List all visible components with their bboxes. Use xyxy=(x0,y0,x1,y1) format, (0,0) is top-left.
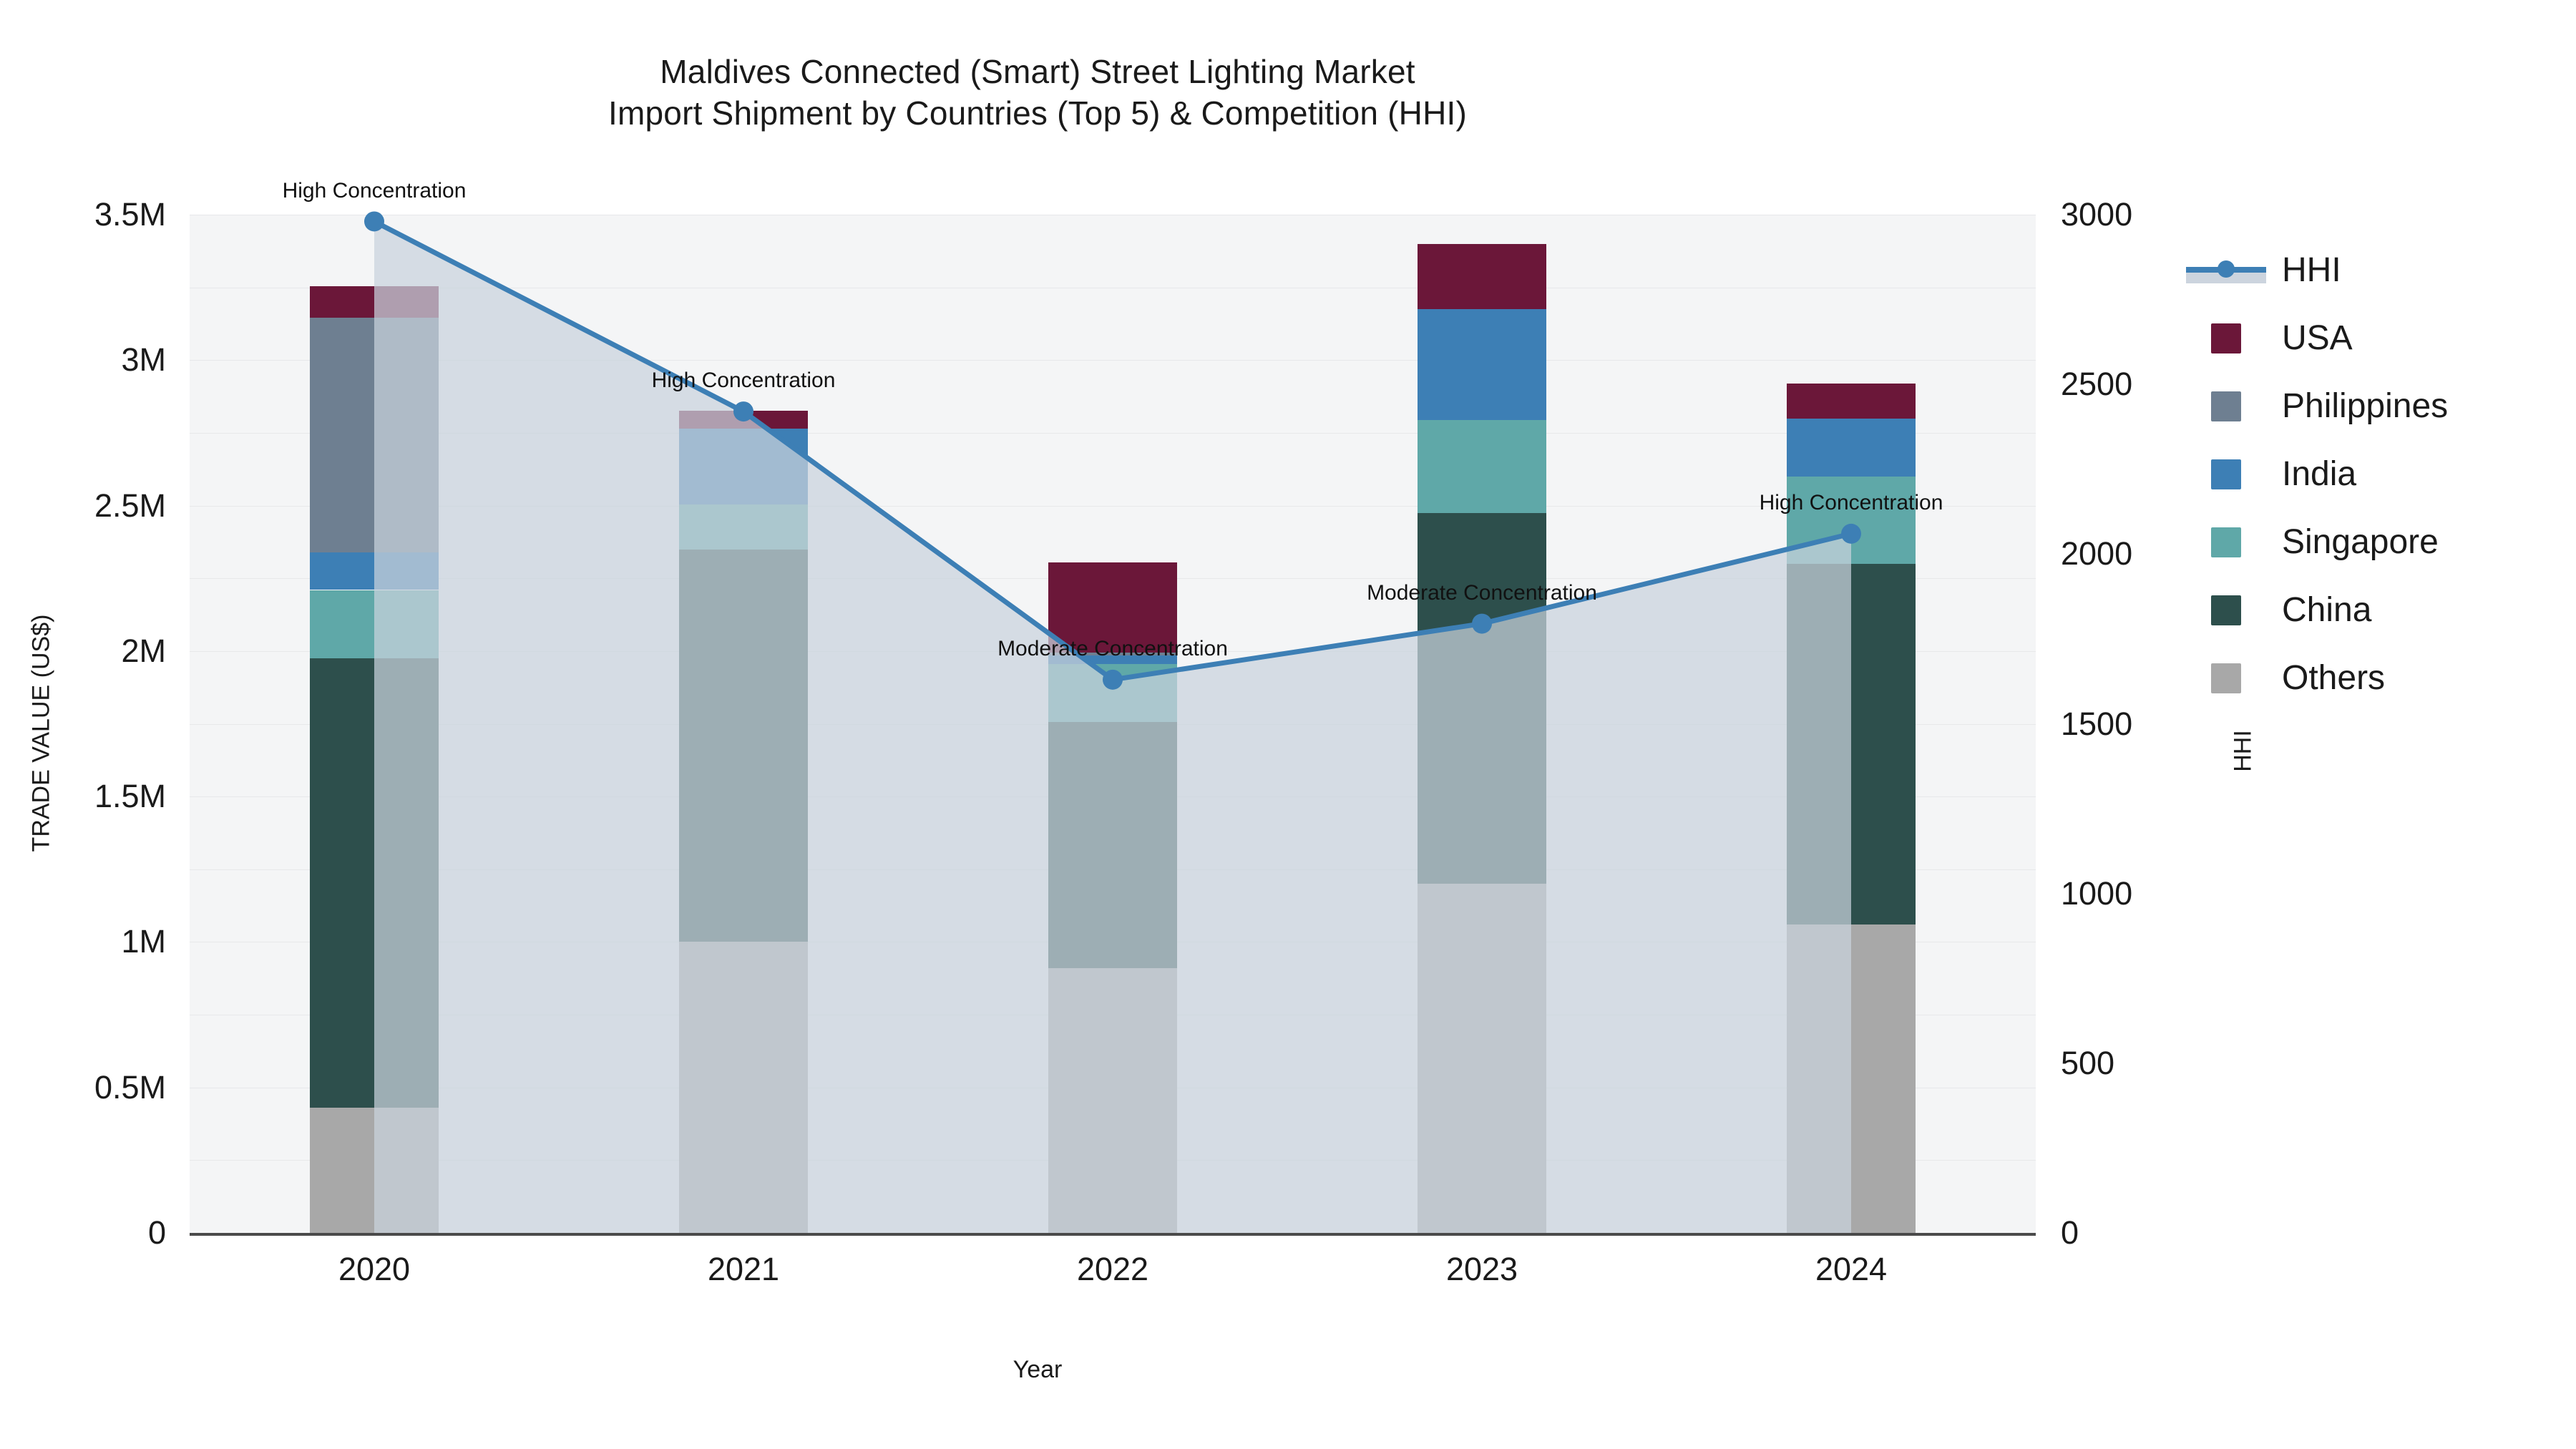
y-left-tick-0.5M: 0.5M xyxy=(94,1068,166,1106)
legend-item-china[interactable]: China xyxy=(2186,576,2448,644)
hhi-point-2021[interactable] xyxy=(733,401,753,422)
legend-swatch-china-icon xyxy=(2211,595,2241,625)
hhi-point-2024[interactable] xyxy=(1841,523,1861,544)
chart-title-line-2: Import Shipment by Countries (Top 5) & C… xyxy=(608,94,1467,132)
legend-label-china: China xyxy=(2282,591,2372,629)
legend-label-hhi: HHI xyxy=(2282,251,2341,289)
y-right-tick-1000: 1000 xyxy=(2061,874,2133,912)
x-tick-2023: 2023 xyxy=(1445,1251,1518,1287)
legend-swatch-usa-icon xyxy=(2211,323,2241,353)
chart-title-line-1: Maldives Connected (Smart) Street Lighti… xyxy=(660,53,1415,90)
legend-item-usa[interactable]: USA xyxy=(2186,304,2448,372)
hhi-point-2023[interactable] xyxy=(1472,613,1492,634)
hhi-svg xyxy=(364,211,1861,1233)
y-axis-left-title: TRADE VALUE (US$) xyxy=(27,614,55,852)
x-tick-2022: 2022 xyxy=(1076,1251,1149,1287)
bar-segment-philippines-2022[interactable] xyxy=(1048,652,1177,655)
x-tick-2020: 2020 xyxy=(338,1251,411,1287)
legend-line-marker xyxy=(2218,260,2235,278)
hhi-point-2020[interactable] xyxy=(364,211,384,232)
legend-swatch-others-icon xyxy=(2211,663,2241,693)
chart-legend: HHI USA Philippines India Singapore China Othe… xyxy=(2186,236,2448,712)
legend-item-hhi[interactable]: HHI xyxy=(2186,236,2448,304)
annotation-2023: Moderate Concentration xyxy=(1367,580,1597,605)
legend-item-singapore[interactable]: Singapore xyxy=(2186,508,2448,576)
legend-label-philippines: Philippines xyxy=(2282,387,2449,425)
y-left-tick-2M: 2M xyxy=(121,632,166,669)
annotation-2022: Moderate Concentration xyxy=(997,636,1228,660)
annotation-2020: High Concentration xyxy=(282,178,467,203)
y-right-tick-2000: 2000 xyxy=(2061,535,2133,572)
y-right-tick-2500: 2500 xyxy=(2061,366,2133,403)
x-tick-2024: 2024 xyxy=(1815,1251,1888,1287)
legend-swatch-philippines-icon xyxy=(2211,391,2241,421)
x-axis-title: Year xyxy=(1013,1356,1063,1383)
legend-item-philippines[interactable]: Philippines xyxy=(2186,372,2448,440)
x-axis-line xyxy=(190,1233,2036,1236)
annotation-2024: High Concentration xyxy=(1759,490,1943,514)
bar-segment-usa-2022[interactable] xyxy=(1048,562,1177,653)
y-right-tick-1500: 1500 xyxy=(2061,705,2133,742)
hhi-line-layer xyxy=(190,211,2036,1233)
legend-label-singapore: Singapore xyxy=(2282,523,2439,561)
y-left-tick-0: 0 xyxy=(147,1214,166,1251)
legend-label-usa: USA xyxy=(2282,319,2353,357)
legend-label-others: Others xyxy=(2282,659,2386,697)
annotation-2021: High Concentration xyxy=(651,369,836,393)
legend-label-india: India xyxy=(2282,455,2357,493)
y-right-tick-0: 0 xyxy=(2061,1214,2079,1251)
y-left-tick-3M: 3M xyxy=(121,341,166,379)
hhi-area-fill xyxy=(374,221,1851,1233)
bar-segment-usa-2024[interactable] xyxy=(1787,383,1916,419)
legend-swatch-singapore-icon xyxy=(2211,527,2241,557)
bar-segment-india-2024[interactable] xyxy=(1787,418,1916,477)
legend-line-key-icon xyxy=(2186,255,2266,286)
hhi-point-2022[interactable] xyxy=(1103,669,1123,690)
bar-segment-usa-2023[interactable] xyxy=(1418,243,1546,310)
y-left-tick-3.5M: 3.5M xyxy=(94,196,166,233)
bar-segment-singapore-2023[interactable] xyxy=(1418,419,1546,513)
x-tick-2021: 2021 xyxy=(707,1251,780,1287)
legend-swatch-india-icon xyxy=(2211,459,2241,489)
y-right-tick-3000: 3000 xyxy=(2061,196,2133,233)
legend-item-others[interactable]: Others xyxy=(2186,644,2448,712)
y-left-tick-1.5M: 1.5M xyxy=(94,778,166,815)
legend-item-india[interactable]: India xyxy=(2186,440,2448,508)
bar-segment-india-2023[interactable] xyxy=(1418,309,1546,420)
y-left-tick-2.5M: 2.5M xyxy=(94,487,166,524)
y-left-tick-1M: 1M xyxy=(121,923,166,960)
y-right-tick-500: 500 xyxy=(2061,1044,2115,1081)
plot-area: High Concentration High Concentration Mode… xyxy=(190,179,2036,1234)
chart-title: Maldives Connected (Smart) Street Lighti… xyxy=(0,52,2075,135)
